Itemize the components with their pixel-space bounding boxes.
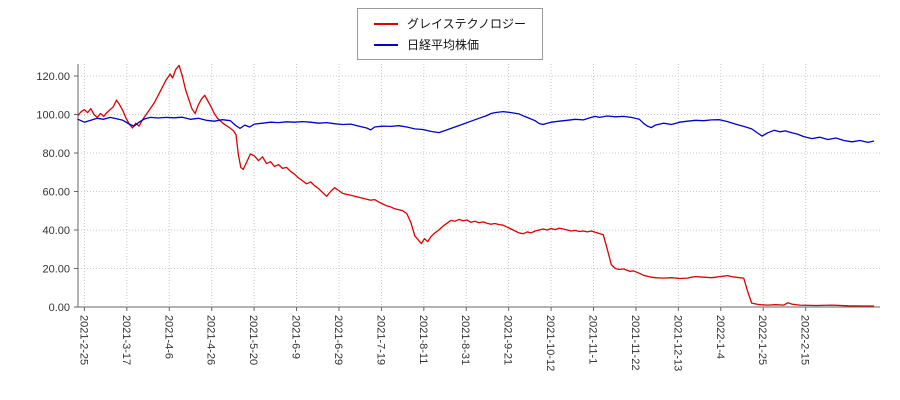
svg-text:2021-6-29: 2021-6-29 [332,315,344,365]
svg-text:0.00: 0.00 [49,302,70,314]
svg-text:2021-9-21: 2021-9-21 [502,315,514,365]
svg-text:20.00: 20.00 [42,264,70,276]
svg-text:2022-1-4: 2022-1-4 [714,315,726,359]
svg-text:120.00: 120.00 [36,71,70,83]
svg-text:2021-11-22: 2021-11-22 [629,315,641,370]
svg-text:80.00: 80.00 [42,148,70,160]
legend-item: 日経平均株価 [374,36,526,53]
svg-text:2022-1-25: 2022-1-25 [756,315,768,365]
legend: グレイステクノロジー 日経平均株価 [357,8,543,60]
svg-text:2021-2-25: 2021-2-25 [77,315,89,365]
legend-swatch-blue-line [374,43,399,46]
svg-text:60.00: 60.00 [42,187,70,199]
svg-text:2021-11-1: 2021-11-1 [587,315,599,364]
legend-item: グレイステクノロジー [374,15,526,32]
legend-swatch-red-line [374,22,399,25]
svg-text:2021-4-26: 2021-4-26 [205,315,217,365]
svg-text:2021-6-9: 2021-6-9 [290,315,302,359]
svg-text:2021-7-19: 2021-7-19 [374,315,386,365]
svg-text:2021-5-20: 2021-5-20 [247,315,259,365]
svg-text:2021-3-17: 2021-3-17 [120,315,132,365]
svg-text:2021-8-11: 2021-8-11 [417,315,429,364]
svg-text:2022-2-15: 2022-2-15 [799,315,811,365]
svg-text:2021-8-31: 2021-8-31 [459,315,471,365]
legend-label: グレイステクノロジー [407,17,526,31]
svg-text:100.00: 100.00 [36,110,70,122]
svg-text:2021-4-6: 2021-4-6 [162,315,174,359]
svg-text:2021-10-12: 2021-10-12 [544,315,556,371]
legend-label: 日経平均株価 [407,38,480,52]
svg-text:40.00: 40.00 [42,225,70,237]
svg-text:2021-12-13: 2021-12-13 [671,315,683,371]
